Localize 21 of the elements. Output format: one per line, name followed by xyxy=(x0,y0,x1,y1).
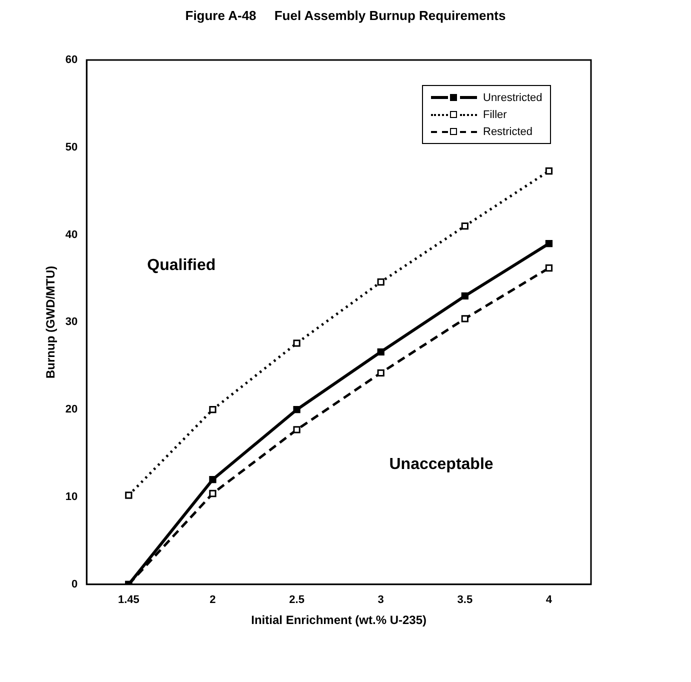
x-tick-label: 2 xyxy=(210,594,216,606)
y-tick-label: 20 xyxy=(65,404,78,416)
y-axis-title: Burnup (GWD/MTU) xyxy=(44,266,58,379)
legend-label: Unrestricted xyxy=(483,92,542,104)
x-axis-title: Initial Enrichment (wt.% U-235) xyxy=(251,613,426,628)
chart-title: Figure A-48 Fuel Assembly Burnup Requirements xyxy=(184,8,507,23)
x-tick-label: 3 xyxy=(378,594,384,606)
y-tick-label: 50 xyxy=(65,141,78,154)
x-tick-label: 2.5 xyxy=(289,594,304,606)
x-tick-label: 1.45 xyxy=(118,594,140,606)
y-tick-label: 40 xyxy=(65,228,78,241)
legend-label: Filler xyxy=(483,108,507,120)
y-tick-label: 60 xyxy=(65,54,78,66)
x-tick-label: 3.5 xyxy=(457,594,473,606)
y-tick-label: 30 xyxy=(65,316,78,328)
y-tick-label: 0 xyxy=(72,578,78,590)
x-tick-label: 4 xyxy=(546,594,553,606)
annotation: Qualified xyxy=(147,256,216,274)
y-tick-label: 10 xyxy=(65,491,78,504)
annotation: Unacceptable xyxy=(389,456,494,474)
legend-label: Restricted xyxy=(483,126,533,138)
